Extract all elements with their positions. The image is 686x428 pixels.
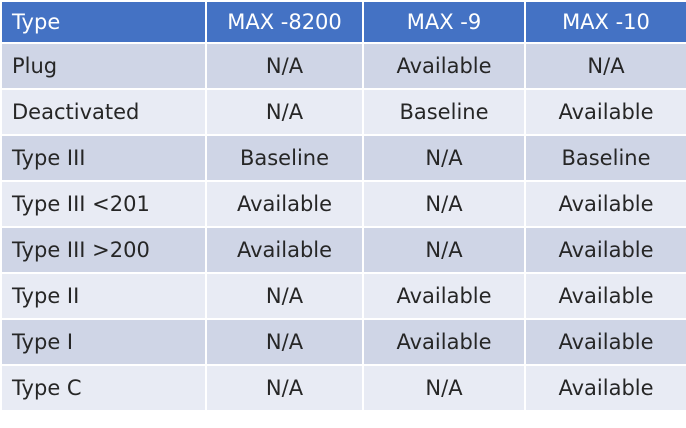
cell-max-9: N/A [362, 180, 526, 228]
cell-max-10: Available [524, 364, 686, 412]
cell-max-9: Available [362, 42, 526, 90]
table-row: Type C N/A N/A Available [0, 364, 686, 412]
compatibility-table: Type MAX -8200 MAX -9 MAX -10 Plug N/A Ava… [0, 0, 686, 412]
cell-max-10: N/A [524, 42, 686, 90]
cell-max-8200: N/A [205, 88, 364, 136]
cell-max-9: Available [362, 318, 526, 366]
table-row: Type III Baseline N/A Baseline [0, 134, 686, 182]
cell-max-8200: N/A [205, 364, 364, 412]
table-row: Type II N/A Available Available [0, 272, 686, 320]
cell-max-8200: N/A [205, 318, 364, 366]
cell-max-8200: Available [205, 180, 364, 228]
header-type: Type [0, 0, 207, 44]
cell-max-10: Baseline [524, 134, 686, 182]
cell-type: Type III [0, 134, 207, 182]
cell-type: Type C [0, 364, 207, 412]
table-row: Plug N/A Available N/A [0, 42, 686, 90]
header-max-9: MAX -9 [362, 0, 526, 44]
table-row: Type III <201 Available N/A Available [0, 180, 686, 228]
cell-type: Type III <201 [0, 180, 207, 228]
cell-max-8200: N/A [205, 272, 364, 320]
table-row: Deactivated N/A Baseline Available [0, 88, 686, 136]
table-row: Type I N/A Available Available [0, 318, 686, 366]
cell-max-9: N/A [362, 226, 526, 274]
cell-max-8200: N/A [205, 42, 364, 90]
table-row: Type III >200 Available N/A Available [0, 226, 686, 274]
cell-max-10: Available [524, 318, 686, 366]
cell-max-10: Available [524, 88, 686, 136]
cell-max-9: N/A [362, 134, 526, 182]
header-max-8200: MAX -8200 [205, 0, 364, 44]
header-max-10: MAX -10 [524, 0, 686, 44]
cell-max-9: Available [362, 272, 526, 320]
cell-max-8200: Baseline [205, 134, 364, 182]
cell-type: Type I [0, 318, 207, 366]
cell-max-10: Available [524, 180, 686, 228]
cell-max-9: Baseline [362, 88, 526, 136]
cell-type: Plug [0, 42, 207, 90]
cell-max-8200: Available [205, 226, 364, 274]
cell-type: Type II [0, 272, 207, 320]
header-row: Type MAX -8200 MAX -9 MAX -10 [0, 0, 686, 44]
cell-type: Deactivated [0, 88, 207, 136]
cell-max-10: Available [524, 226, 686, 274]
cell-max-10: Available [524, 272, 686, 320]
cell-max-9: N/A [362, 364, 526, 412]
cell-type: Type III >200 [0, 226, 207, 274]
